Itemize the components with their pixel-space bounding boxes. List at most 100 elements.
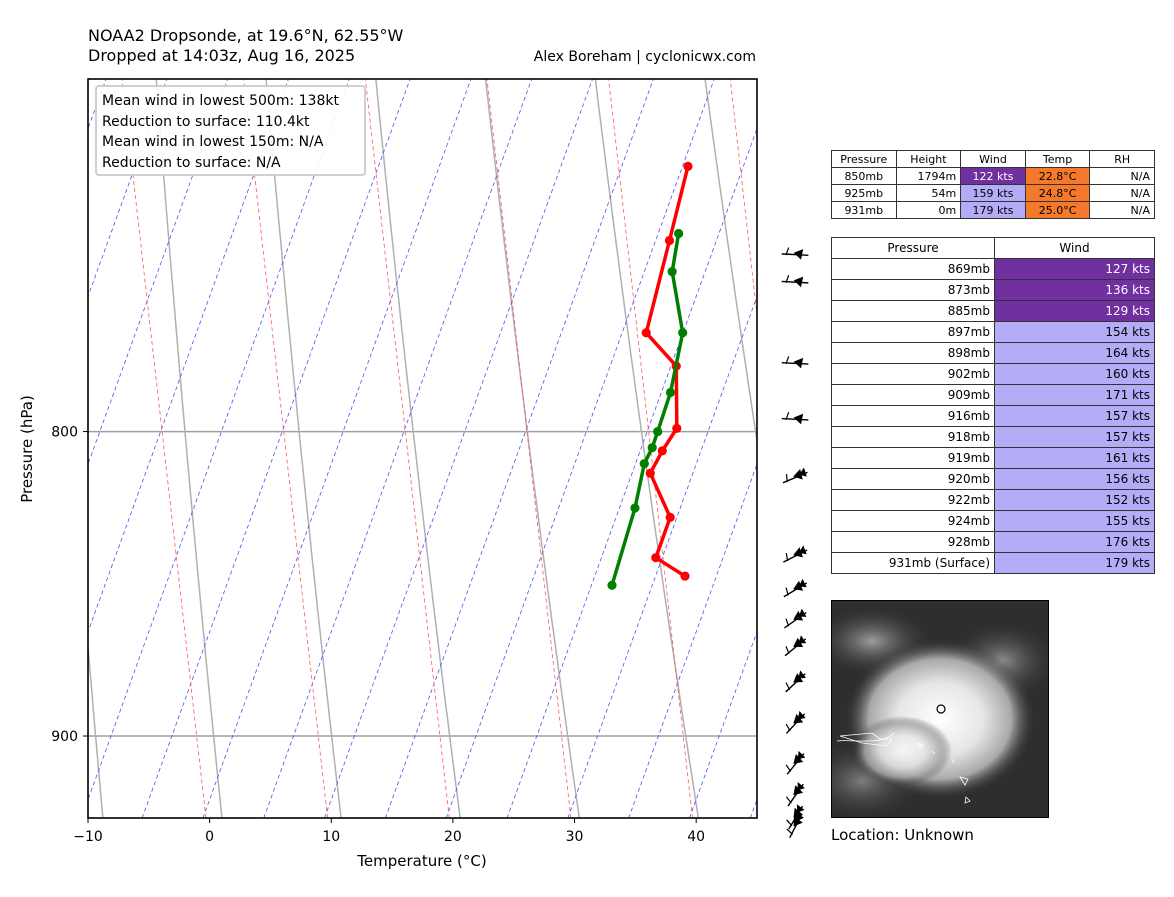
cell-wind: 160 kts xyxy=(994,363,1155,385)
cell-wind: 159 kts xyxy=(960,184,1026,202)
cell-wind: 161 kts xyxy=(994,447,1155,469)
header-wind: Wind xyxy=(994,237,1155,259)
dry-adiabat xyxy=(484,79,581,818)
cell-pressure: 922mb xyxy=(831,489,995,511)
cell-pressure: 924mb xyxy=(831,510,995,532)
cell-wind: 157 kts xyxy=(994,426,1155,448)
y-tick-label: 800 xyxy=(51,425,78,441)
cell-temp: 25.0°C xyxy=(1024,201,1091,219)
table-row: 931mb 0m 179 kts 25.0°C N/A xyxy=(831,201,1155,219)
wind-barb xyxy=(785,670,807,693)
data-point xyxy=(665,512,675,522)
data-point xyxy=(657,446,667,456)
header-pressure: Pressure xyxy=(831,237,995,259)
wind-barb xyxy=(785,710,806,734)
cell-wind: 171 kts xyxy=(994,384,1155,406)
header-temp: Temp xyxy=(1024,150,1091,168)
cell-wind: 179 kts xyxy=(994,552,1155,574)
cell-wind: 129 kts xyxy=(994,300,1155,322)
dry-adiabat xyxy=(375,79,461,818)
reduction-500m: Reduction to surface: 110.4kt xyxy=(102,113,310,130)
mixing-ratio-line xyxy=(486,79,572,818)
cell-pressure: 918mb xyxy=(831,426,995,448)
data-point xyxy=(641,328,651,338)
data-point xyxy=(664,235,675,246)
table-row: 897mb 154 kts xyxy=(831,321,1155,343)
location-label: Location: Unknown xyxy=(831,826,974,844)
cell-wind: 179 kts xyxy=(960,201,1026,219)
cell-wind: 122 kts xyxy=(960,167,1026,185)
header-pressure: Pressure xyxy=(831,150,897,168)
x-tick-label: −10 xyxy=(73,829,103,845)
table-row: 916mb 157 kts xyxy=(831,405,1155,427)
mixing-ratio-line xyxy=(243,79,329,818)
cell-pressure: 931mb (Surface) xyxy=(831,552,995,574)
cell-pressure: 931mb xyxy=(831,201,897,219)
cell-wind: 154 kts xyxy=(994,321,1155,343)
wind-barb xyxy=(782,467,808,484)
table-row: 925mb 54m 159 kts 24.8°C N/A xyxy=(831,184,1155,202)
data-point xyxy=(645,468,655,478)
cell-pressure: 902mb xyxy=(831,363,995,385)
x-tick-label: 0 xyxy=(205,829,214,845)
mixing-ratio-line xyxy=(364,79,450,818)
cell-pressure: 873mb xyxy=(831,279,995,301)
table-row: 898mb 164 kts xyxy=(831,342,1155,364)
cell-pressure: 850mb xyxy=(831,167,897,185)
data-point xyxy=(680,571,690,581)
table-row: 919mb 161 kts xyxy=(831,447,1155,469)
cell-wind: 136 kts xyxy=(994,279,1155,301)
table-row: 885mb 129 kts xyxy=(831,300,1155,322)
cell-pressure: 925mb xyxy=(831,184,897,202)
table-row: 928mb 176 kts xyxy=(831,531,1155,553)
isotherm-line xyxy=(445,79,715,818)
profile-line xyxy=(610,233,685,586)
mixing-ratio-line xyxy=(0,79,84,818)
x-tick-label: 10 xyxy=(322,829,340,845)
wind-barb xyxy=(781,412,809,425)
dry-adiabat xyxy=(88,637,104,818)
cell-pressure: 928mb xyxy=(831,531,995,553)
header-height: Height xyxy=(895,150,962,168)
x-axis-label: Temperature (°C) xyxy=(356,852,486,870)
header-rh: RH xyxy=(1089,150,1155,168)
wind-barb xyxy=(783,578,808,598)
reduction-150m: Reduction to surface: N/A xyxy=(102,154,281,171)
isotherm-line xyxy=(88,79,289,634)
cell-pressure: 909mb xyxy=(831,384,995,406)
summary-header-row: Pressure Height Wind Temp RH xyxy=(831,150,1155,168)
data-point xyxy=(667,267,677,277)
cell-height: 0m xyxy=(895,201,962,219)
cell-rh: N/A xyxy=(1089,167,1155,185)
isotherm-line xyxy=(88,79,229,466)
data-point xyxy=(651,553,661,563)
cell-pressure: 920mb xyxy=(831,468,995,490)
data-point xyxy=(672,423,682,433)
dry-adiabat xyxy=(265,79,342,818)
dry-adiabat xyxy=(594,79,700,818)
dry-adiabat xyxy=(155,79,223,818)
wind-levels-table: Pressure Wind 869mb 127 kts 873mb 136 kts 88… xyxy=(831,237,1155,574)
cell-temp: 22.8°C xyxy=(1024,167,1091,185)
table-row: 922mb 152 kts xyxy=(831,489,1155,511)
profile-line xyxy=(644,165,690,578)
cell-pressure: 916mb xyxy=(831,405,995,427)
isotherm-line xyxy=(202,79,472,818)
wind-barb xyxy=(785,750,806,775)
mean-wind-500m: Mean wind in lowest 500m: 138kt xyxy=(102,93,339,109)
wind-barb xyxy=(781,247,809,260)
wind-barb xyxy=(783,545,808,563)
cell-height: 54m xyxy=(895,184,962,202)
table-row: 850mb 1794m 122 kts 22.8°C N/A xyxy=(831,167,1155,185)
level-summary-table: Pressure Height Wind Temp RH 850mb 1794m… xyxy=(831,150,1155,219)
data-point xyxy=(674,228,684,239)
wind-barb xyxy=(784,635,807,657)
chart-title-line-1: NOAA2 Dropsonde, at 19.6°N, 62.55°W xyxy=(88,26,404,45)
header-wind: Wind xyxy=(960,150,1026,168)
data-point xyxy=(665,387,676,398)
wind-barb xyxy=(785,781,805,807)
cell-wind: 176 kts xyxy=(994,531,1155,553)
isotherm-line xyxy=(567,295,757,818)
data-point xyxy=(683,161,693,171)
wind-barb xyxy=(784,608,807,629)
